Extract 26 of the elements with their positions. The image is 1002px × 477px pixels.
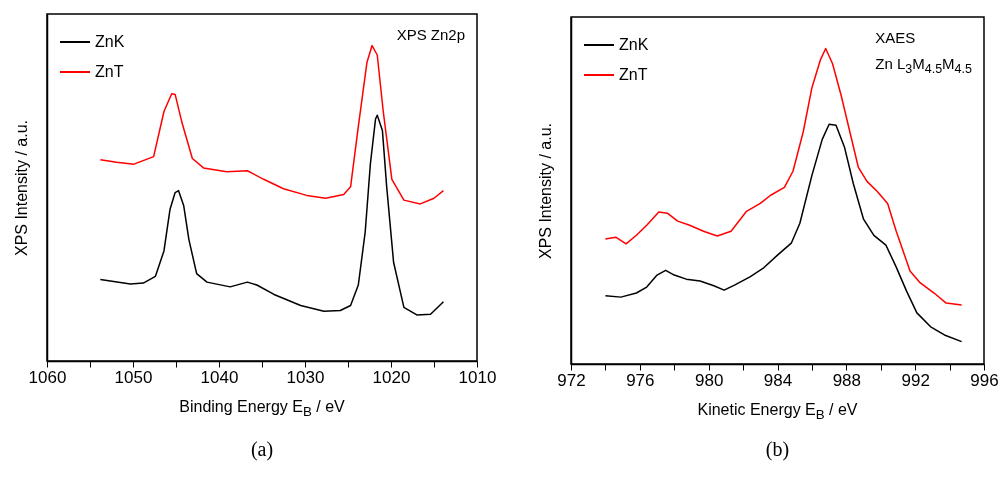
x-tick-label: 1040 [200, 367, 239, 387]
legend-label: ZnT [95, 63, 124, 80]
y-axis-title: XPS Intensity / a.u. [536, 122, 554, 260]
x-tick-label: 984 [763, 370, 793, 390]
x-tick-label: 996 [970, 370, 999, 390]
legend-label: ZnK [619, 36, 649, 53]
x-tick-label: 980 [694, 370, 724, 390]
x-tick-label: 1060 [28, 367, 67, 387]
x-tick-label: 1050 [114, 367, 153, 387]
legend-label: ZnT [619, 66, 648, 83]
x-tick-label: 1030 [286, 367, 325, 387]
x-tick-label: 1020 [372, 367, 411, 387]
text: (a) [250, 438, 274, 461]
x-tick-label: 976 [626, 370, 655, 390]
x-tick-label: 992 [901, 370, 930, 390]
legend-label: ZnK [95, 33, 125, 50]
text: XPS Zn2p [396, 25, 465, 45]
x-tick-label: 972 [557, 370, 586, 390]
x-tick-label: 1010 [458, 367, 497, 387]
text: (b) [765, 438, 790, 461]
text: XAES [875, 28, 917, 48]
x-axis-title: Kinetic Energy E$_{B}$ / eV [697, 401, 858, 423]
y-axis-title: XPS Intensity / a.u. [12, 119, 30, 257]
annotation: Zn L$_{3}$M$_{4.5}$M$_{4.5}$ [875, 54, 972, 78]
x-axis-title: Binding Energy E$_{B}$ / eV [179, 398, 345, 420]
x-tick-label: 988 [832, 370, 862, 390]
